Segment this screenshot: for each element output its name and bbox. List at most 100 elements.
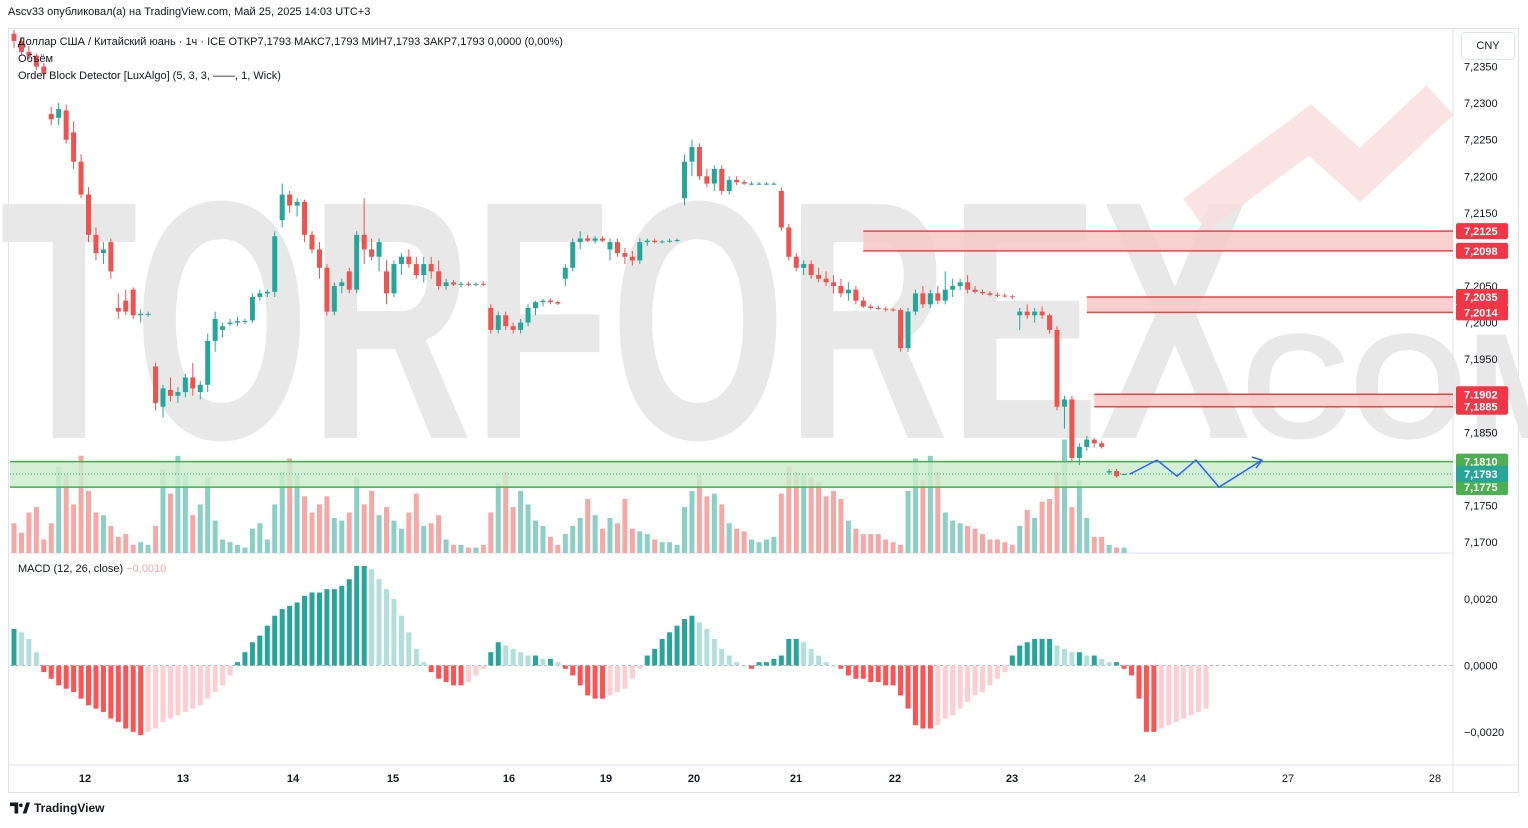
volume-bar xyxy=(667,542,673,553)
macd-bar xyxy=(398,615,404,666)
indicator-legend[interactable]: Order Block Detector [LuxAlgo] (5, 3, 3,… xyxy=(18,70,281,82)
time-tick-label: 22 xyxy=(889,773,901,785)
volume-bar xyxy=(771,536,777,553)
macd-bar xyxy=(555,662,561,666)
macd-bar xyxy=(935,665,941,726)
macd-bar xyxy=(212,665,218,693)
macd-bar xyxy=(1099,658,1105,666)
symbol-legend[interactable]: Доллар США / Китайский юань · 1ч · ICE О… xyxy=(18,36,563,48)
volume-bar xyxy=(905,490,911,553)
macd-bar xyxy=(749,665,755,669)
macd-bar xyxy=(384,589,389,666)
candle-body xyxy=(11,33,17,41)
macd-bar xyxy=(1009,655,1015,666)
candle-body xyxy=(629,256,635,261)
volume-bar xyxy=(413,493,419,553)
volume-bar xyxy=(793,472,799,553)
macd-bar xyxy=(525,655,531,666)
macd-bar xyxy=(622,665,628,689)
volume-bar xyxy=(1114,547,1120,553)
macd-value: −0,0010 xyxy=(126,563,167,575)
time-tick-label: 12 xyxy=(79,773,91,785)
candle-body xyxy=(480,283,486,285)
volume-bar xyxy=(160,469,166,553)
volume-bar xyxy=(831,490,836,553)
volume-bar xyxy=(659,542,665,553)
volume-bar xyxy=(41,539,47,553)
macd-bar xyxy=(369,569,375,666)
macd-bar xyxy=(801,642,807,666)
candle-body xyxy=(473,283,479,285)
candle-body xyxy=(443,282,449,287)
macd-bar xyxy=(48,665,54,679)
price-tick-label: 7,1700 xyxy=(1464,537,1498,549)
macd-bar xyxy=(406,632,412,666)
candle-body xyxy=(227,322,233,325)
volume-bar xyxy=(93,512,99,553)
volume-legend[interactable]: Объём xyxy=(18,53,54,65)
watermark-suffix: .COM xyxy=(1200,302,1528,470)
forecast-arrowhead-icon xyxy=(1251,456,1264,469)
candle-body xyxy=(704,176,710,184)
tradingview-footer[interactable]: TradingView xyxy=(10,801,104,815)
volume-bar xyxy=(339,520,345,553)
candle-body xyxy=(1039,311,1045,316)
macd-bar xyxy=(1136,665,1142,699)
candle-body xyxy=(778,190,784,228)
volume-bar xyxy=(354,477,360,553)
candle-body xyxy=(331,286,337,312)
macd-bar xyxy=(614,665,620,693)
volume-bar xyxy=(585,499,591,553)
volume-bar xyxy=(600,528,606,553)
candle-body xyxy=(115,307,121,312)
candle-body xyxy=(465,283,471,285)
volume-bar xyxy=(175,455,181,553)
macd-bar xyxy=(436,665,442,679)
candle-body xyxy=(391,264,397,294)
macd-tick-label: 0,0020 xyxy=(1464,594,1498,606)
volume-bar xyxy=(607,517,613,553)
macd-bar xyxy=(972,665,978,696)
volume-bar xyxy=(860,534,866,553)
candle-body xyxy=(555,302,561,304)
tradingview-logo-icon xyxy=(10,802,30,814)
volume-bar xyxy=(629,528,635,553)
candle-body xyxy=(987,293,993,295)
volume-bar xyxy=(1039,501,1045,553)
macd-bar xyxy=(667,632,673,666)
macd-bar xyxy=(428,665,434,673)
candle-body xyxy=(1054,329,1060,407)
candle-body xyxy=(78,161,84,195)
candle-body xyxy=(689,147,695,162)
volume-bar xyxy=(376,515,382,553)
currency-button[interactable]: CNY xyxy=(1461,32,1515,60)
macd-bar xyxy=(1032,638,1038,666)
volume-bar xyxy=(428,523,434,553)
candle-body xyxy=(823,278,829,283)
macd-bar xyxy=(1158,665,1164,729)
candle-body xyxy=(927,293,933,305)
macd-legend[interactable]: MACD (12, 26, close) −0,0010 xyxy=(18,563,166,575)
candle-body xyxy=(361,234,367,250)
candle-body xyxy=(242,321,248,323)
order-block-price-tag xyxy=(1456,223,1508,240)
candle-body xyxy=(153,366,159,404)
time-tick-label: 16 xyxy=(503,773,515,785)
volume-bar xyxy=(1009,544,1015,553)
time-tick-label: 20 xyxy=(688,773,700,785)
candle-body xyxy=(801,264,807,268)
candle-body xyxy=(547,300,553,303)
volume-bar xyxy=(726,523,732,553)
time-tick-label: 24 xyxy=(1134,773,1146,785)
volume-bar xyxy=(927,455,933,553)
volume-bar xyxy=(540,526,546,553)
macd-bar xyxy=(465,665,471,683)
volume-bar xyxy=(182,474,188,553)
macd-bar xyxy=(659,638,665,666)
macd-bar xyxy=(78,665,84,699)
candle-body xyxy=(369,249,375,257)
candle-body xyxy=(793,256,799,268)
macd-bar xyxy=(510,648,516,666)
macd-bar xyxy=(309,592,315,666)
